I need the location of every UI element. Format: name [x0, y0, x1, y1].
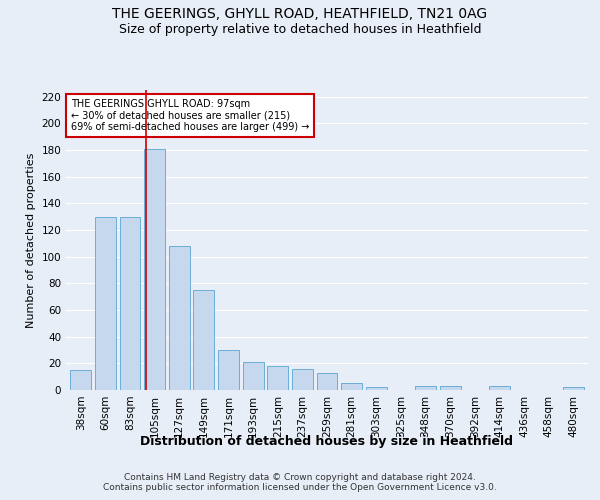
- Bar: [366, 388, 387, 390]
- Text: Size of property relative to detached houses in Heathfield: Size of property relative to detached ho…: [119, 22, 481, 36]
- Bar: [119, 216, 140, 390]
- Bar: [70, 370, 91, 390]
- Bar: [415, 386, 436, 390]
- Y-axis label: Number of detached properties: Number of detached properties: [26, 152, 36, 328]
- Text: Contains HM Land Registry data © Crown copyright and database right 2024.
Contai: Contains HM Land Registry data © Crown c…: [103, 472, 497, 492]
- Bar: [242, 362, 263, 390]
- Bar: [95, 216, 116, 390]
- Bar: [563, 388, 584, 390]
- Bar: [169, 246, 190, 390]
- Bar: [489, 386, 510, 390]
- Bar: [341, 384, 362, 390]
- Bar: [218, 350, 239, 390]
- Bar: [267, 366, 288, 390]
- Bar: [193, 290, 214, 390]
- Text: THE GEERINGS GHYLL ROAD: 97sqm
← 30% of detached houses are smaller (215)
69% of: THE GEERINGS GHYLL ROAD: 97sqm ← 30% of …: [71, 99, 310, 132]
- Bar: [440, 386, 461, 390]
- Bar: [144, 148, 165, 390]
- Text: THE GEERINGS, GHYLL ROAD, HEATHFIELD, TN21 0AG: THE GEERINGS, GHYLL ROAD, HEATHFIELD, TN…: [112, 8, 488, 22]
- Bar: [317, 372, 337, 390]
- Bar: [292, 368, 313, 390]
- Text: Distribution of detached houses by size in Heathfield: Distribution of detached houses by size …: [140, 435, 514, 448]
